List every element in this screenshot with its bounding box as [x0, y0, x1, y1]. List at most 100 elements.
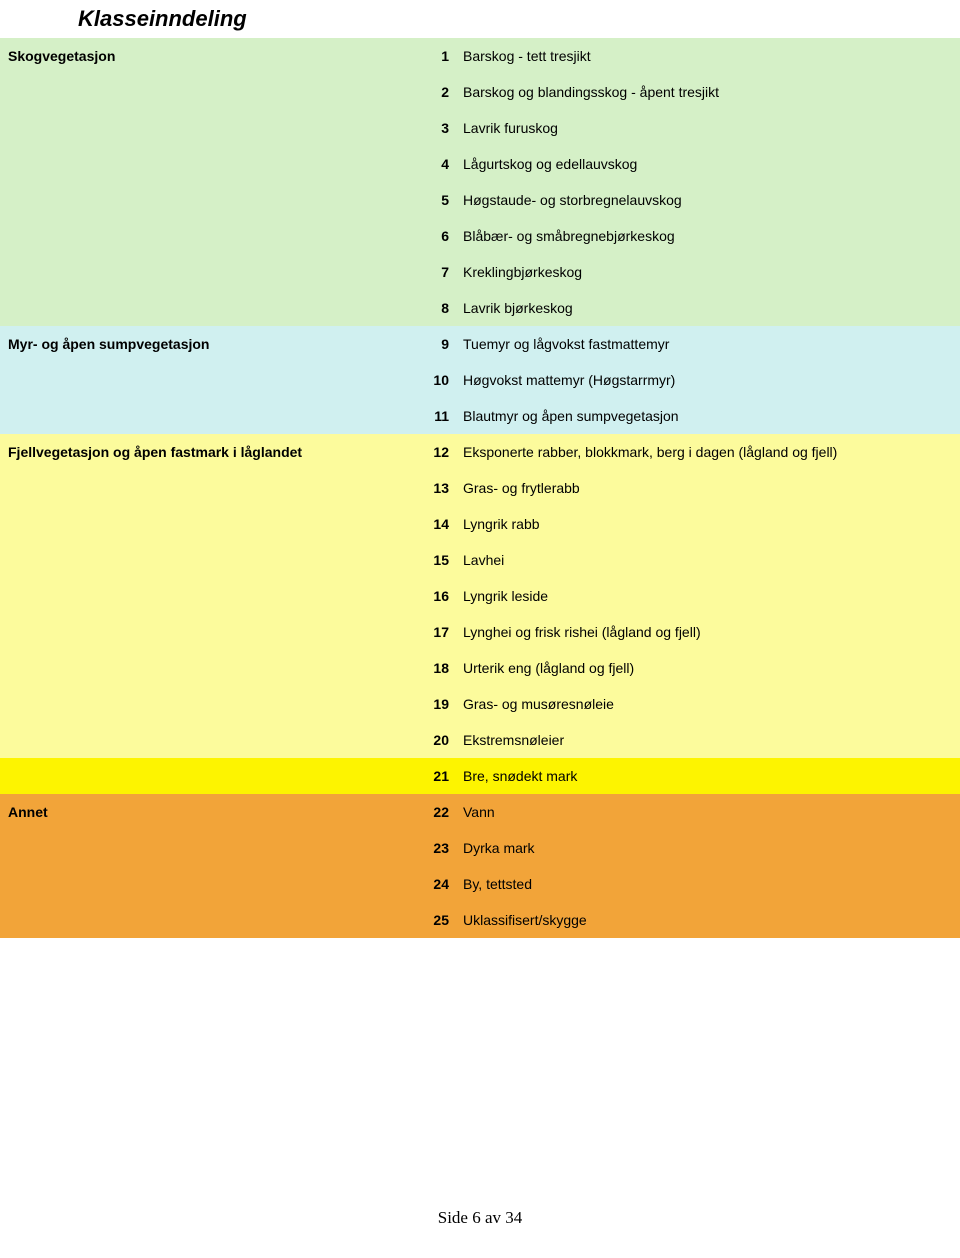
- row-description: Blåbær- og småbregnebjørkeskog: [455, 218, 960, 254]
- group-label: [0, 398, 415, 434]
- group-label: [0, 722, 415, 758]
- row-description: By, tettsted: [455, 866, 960, 902]
- row-number: 11: [415, 398, 455, 434]
- row-number: 7: [415, 254, 455, 290]
- row-description: Tuemyr og lågvokst fastmattemyr: [455, 326, 960, 362]
- table-row: 2Barskog og blandingsskog - åpent tresji…: [0, 74, 960, 110]
- table-row: 21Bre, snødekt mark: [0, 758, 960, 794]
- row-number: 4: [415, 146, 455, 182]
- table-row: 7Kreklingbjørkeskog: [0, 254, 960, 290]
- row-number: 19: [415, 686, 455, 722]
- row-number: 24: [415, 866, 455, 902]
- group-label: [0, 182, 415, 218]
- table-row: Myr- og åpen sumpvegetasjon9Tuemyr og lå…: [0, 326, 960, 362]
- row-description: Høgvokst mattemyr (Høgstarrmyr): [455, 362, 960, 398]
- table-row: 25Uklassifisert/skygge: [0, 902, 960, 938]
- row-number: 8: [415, 290, 455, 326]
- table-row: 10Høgvokst mattemyr (Høgstarrmyr): [0, 362, 960, 398]
- classification-table: Skogvegetasjon1Barskog - tett tresjikt 2…: [0, 38, 960, 938]
- table-row: 17Lynghei og frisk rishei (lågland og fj…: [0, 614, 960, 650]
- row-description: Eksponerte rabber, blokkmark, berg i dag…: [455, 434, 960, 470]
- row-number: 3: [415, 110, 455, 146]
- table-row: 6Blåbær- og småbregnebjørkeskog: [0, 218, 960, 254]
- group-label: Skogvegetasjon: [0, 38, 415, 74]
- table-row: 11Blautmyr og åpen sumpvegetasjon: [0, 398, 960, 434]
- row-number: 21: [415, 758, 455, 794]
- group-label: [0, 830, 415, 866]
- group-label: [0, 542, 415, 578]
- row-description: Uklassifisert/skygge: [455, 902, 960, 938]
- row-description: Blautmyr og åpen sumpvegetasjon: [455, 398, 960, 434]
- table-row: Annet22Vann: [0, 794, 960, 830]
- table-row: 5Høgstaude- og storbregnelauvskog: [0, 182, 960, 218]
- row-description: Lynghei og frisk rishei (lågland og fjel…: [455, 614, 960, 650]
- group-label: Fjellvegetasjon og åpen fastmark i lågla…: [0, 434, 415, 470]
- row-description: Lavrik furuskog: [455, 110, 960, 146]
- row-description: Vann: [455, 794, 960, 830]
- row-number: 13: [415, 470, 455, 506]
- row-description: Gras- og frytlerabb: [455, 470, 960, 506]
- row-number: 18: [415, 650, 455, 686]
- group-label: [0, 758, 415, 794]
- row-description: Dyrka mark: [455, 830, 960, 866]
- table-row: Skogvegetasjon1Barskog - tett tresjikt: [0, 38, 960, 74]
- row-number: 22: [415, 794, 455, 830]
- group-label: [0, 110, 415, 146]
- group-label: [0, 902, 415, 938]
- row-number: 2: [415, 74, 455, 110]
- row-number: 17: [415, 614, 455, 650]
- table-row: 16Lyngrik leside: [0, 578, 960, 614]
- row-description: Bre, snødekt mark: [455, 758, 960, 794]
- group-label: [0, 650, 415, 686]
- row-number: 25: [415, 902, 455, 938]
- page-footer: Side 6 av 34: [0, 938, 960, 1238]
- row-description: Lavrik bjørkeskog: [455, 290, 960, 326]
- table-row: 24By, tettsted: [0, 866, 960, 902]
- table-row: 23Dyrka mark: [0, 830, 960, 866]
- table-row: 8Lavrik bjørkeskog: [0, 290, 960, 326]
- row-description: Lågurtskog og edellauvskog: [455, 146, 960, 182]
- row-description: Gras- og musøresnøleie: [455, 686, 960, 722]
- group-label: [0, 254, 415, 290]
- group-label: [0, 614, 415, 650]
- table-row: 4Lågurtskog og edellauvskog: [0, 146, 960, 182]
- table-row: 14Lyngrik rabb: [0, 506, 960, 542]
- row-number: 12: [415, 434, 455, 470]
- row-description: Ekstremsnøleier: [455, 722, 960, 758]
- row-number: 9: [415, 326, 455, 362]
- group-label: [0, 290, 415, 326]
- group-label: [0, 146, 415, 182]
- row-number: 20: [415, 722, 455, 758]
- row-number: 5: [415, 182, 455, 218]
- group-label: [0, 218, 415, 254]
- row-description: Lyngrik leside: [455, 578, 960, 614]
- row-number: 1: [415, 38, 455, 74]
- table-row: 15Lavhei: [0, 542, 960, 578]
- group-label: [0, 74, 415, 110]
- group-label: [0, 686, 415, 722]
- row-number: 10: [415, 362, 455, 398]
- table-row: Fjellvegetasjon og åpen fastmark i lågla…: [0, 434, 960, 470]
- row-number: 15: [415, 542, 455, 578]
- row-description: Barskog og blandingsskog - åpent tresjik…: [455, 74, 960, 110]
- row-description: Lyngrik rabb: [455, 506, 960, 542]
- group-label: [0, 362, 415, 398]
- group-label: [0, 470, 415, 506]
- row-description: Barskog - tett tresjikt: [455, 38, 960, 74]
- row-description: Høgstaude- og storbregnelauvskog: [455, 182, 960, 218]
- row-number: 6: [415, 218, 455, 254]
- table-row: 3Lavrik furuskog: [0, 110, 960, 146]
- row-description: Kreklingbjørkeskog: [455, 254, 960, 290]
- row-number: 14: [415, 506, 455, 542]
- table-row: 13Gras- og frytlerabb: [0, 470, 960, 506]
- row-number: 23: [415, 830, 455, 866]
- page-title: Klasseinndeling: [0, 0, 960, 38]
- group-label: [0, 866, 415, 902]
- group-label: [0, 506, 415, 542]
- group-label: Myr- og åpen sumpvegetasjon: [0, 326, 415, 362]
- row-number: 16: [415, 578, 455, 614]
- table-row: 18Urterik eng (lågland og fjell): [0, 650, 960, 686]
- table-row: 20Ekstremsnøleier: [0, 722, 960, 758]
- group-label: [0, 578, 415, 614]
- row-description: Urterik eng (lågland og fjell): [455, 650, 960, 686]
